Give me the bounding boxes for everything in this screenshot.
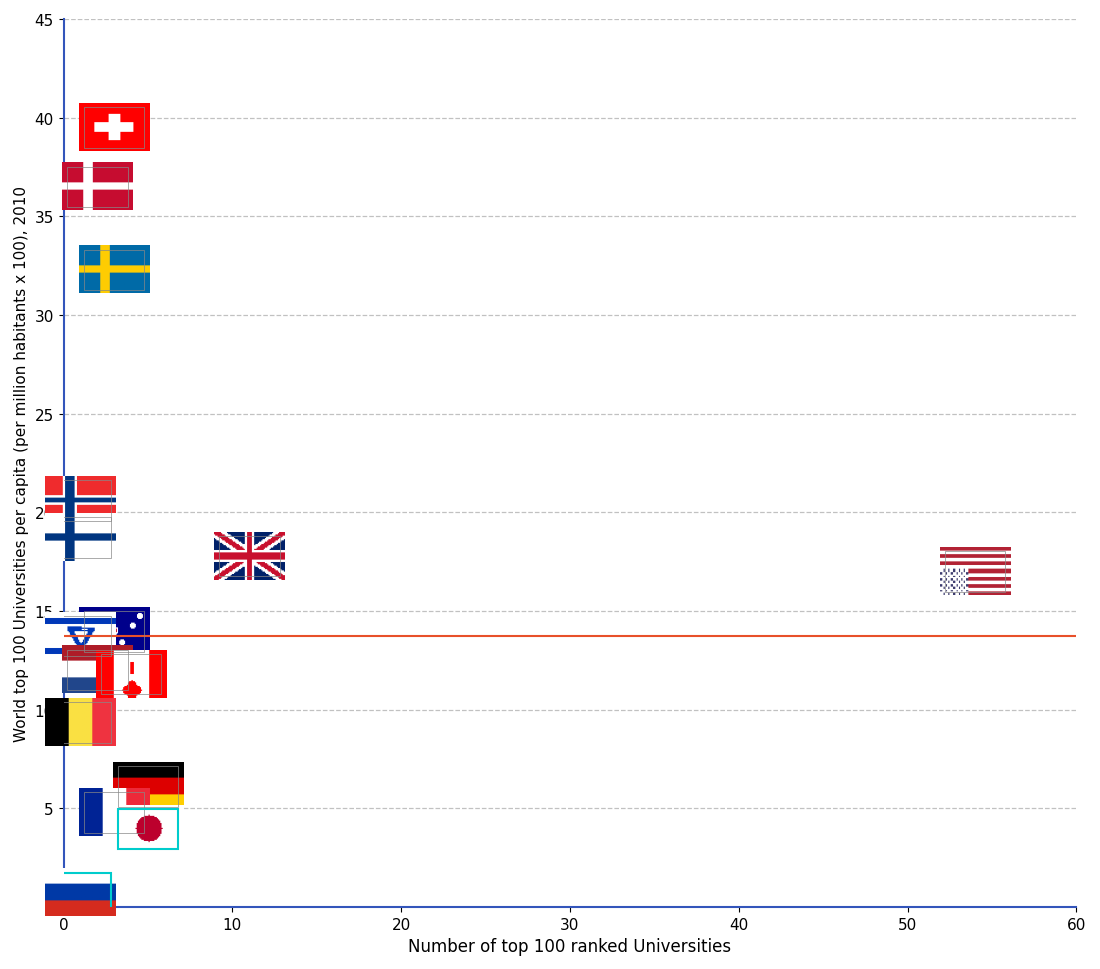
Bar: [118, 766, 178, 807]
Bar: [219, 537, 279, 577]
Bar: [101, 654, 162, 695]
Bar: [51, 517, 111, 558]
X-axis label: Number of top 100 ranked Universities: Number of top 100 ranked Universities: [408, 937, 732, 955]
Bar: [51, 481, 111, 521]
Bar: [67, 650, 128, 690]
Bar: [945, 551, 1005, 592]
Bar: [84, 109, 144, 148]
Bar: [51, 873, 111, 913]
Bar: [84, 611, 144, 652]
Bar: [51, 616, 111, 656]
Bar: [84, 793, 144, 832]
Bar: [118, 809, 178, 850]
Bar: [51, 703, 111, 743]
Bar: [84, 250, 144, 291]
Bar: [67, 168, 128, 207]
Y-axis label: World top 100 Universities per capita (per million habitants x 100), 2010: World top 100 Universities per capita (p…: [14, 186, 29, 741]
